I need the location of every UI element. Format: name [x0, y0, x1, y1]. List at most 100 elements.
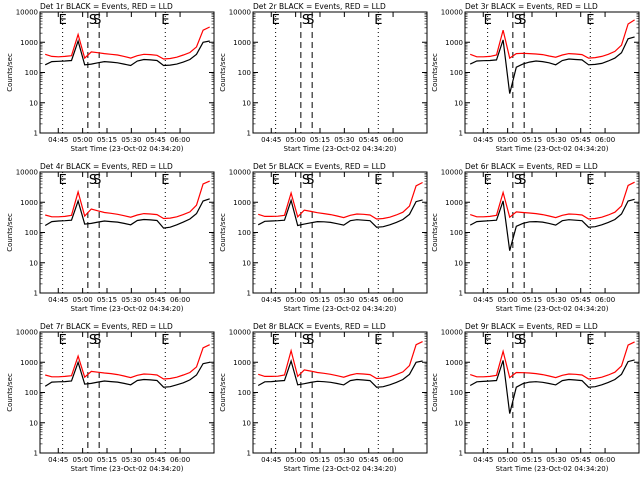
marker-label: E: [586, 13, 594, 28]
panel-1: Det 1r BLACK = Events, RED = LLD 1 10 100 10…: [6, 2, 215, 153]
x-axis-label: Start Time (23-Oct-02 04:34:20): [284, 145, 397, 153]
marker-label: S: [89, 173, 97, 188]
panel-5: Det 5r BLACK = Events, RED = LLD 1 10 100 10…: [219, 162, 428, 313]
x-tick-label: 05:30: [546, 296, 566, 304]
y-tick-label: 1: [459, 290, 463, 298]
series-events-line: [469, 198, 635, 251]
series-lld-line: [45, 180, 210, 220]
x-tick-label: 05:45: [571, 456, 591, 464]
x-tick-label: 05:30: [334, 296, 354, 304]
marker-label: E: [161, 13, 169, 28]
series-lld-line: [470, 341, 635, 380]
y-tick-label: 10000: [441, 169, 463, 177]
y-tick-label: 10000: [16, 9, 38, 17]
x-tick-label: 05:45: [571, 296, 591, 304]
y-tick-label: 1000: [233, 199, 251, 207]
series-lld-line: [258, 341, 423, 380]
panel-9: Det 9r BLACK = Events, RED = LLD 1 10 100 10…: [431, 322, 640, 473]
y-tick-label: 10: [454, 259, 463, 267]
x-tick-label: 06:00: [595, 456, 615, 464]
marker-label: E: [272, 13, 280, 28]
x-tick-label: 05:30: [334, 136, 354, 144]
x-tick-label: 04:45: [48, 456, 68, 464]
x-tick-label: 05:00: [286, 296, 306, 304]
x-tick-label: 05:15: [97, 296, 117, 304]
marker-label: S: [89, 13, 97, 28]
marker-label: S: [306, 173, 314, 188]
x-axis-label: Start Time (23-Oct-02 04:34:20): [284, 465, 397, 473]
x-tick-label: 05:15: [310, 296, 330, 304]
marker-label: S: [93, 13, 101, 28]
x-tick-label: 05:00: [498, 456, 518, 464]
y-tick-label: 100: [450, 69, 463, 77]
plot-frame: [252, 331, 428, 454]
panel-title: Det 5r BLACK = Events, RED = LLD: [253, 162, 386, 171]
marker-label: S: [514, 173, 522, 188]
y-tick-label: 10: [454, 419, 463, 427]
y-tick-label: 1: [247, 130, 251, 138]
x-axis-label: Start Time (23-Oct-02 04:34:20): [71, 305, 184, 313]
y-tick-label: 1000: [445, 359, 463, 367]
x-tick-label: 05:30: [546, 136, 566, 144]
x-tick-label: 04:45: [473, 456, 493, 464]
y-tick-label: 100: [450, 389, 463, 397]
y-tick-label: 1: [459, 130, 463, 138]
series-events-line: [44, 38, 210, 67]
marker-label: E: [272, 333, 280, 348]
y-tick-label: 1000: [20, 199, 38, 207]
y-tick-label: 1: [34, 290, 38, 298]
x-tick-label: 05:45: [359, 296, 379, 304]
y-tick-label: 10000: [441, 329, 463, 337]
y-tick-label: 10: [454, 99, 463, 107]
x-axis-label: Start Time (23-Oct-02 04:34:20): [496, 465, 609, 473]
y-axis-label: Counts/sec: [431, 213, 439, 252]
y-tick-label: 10: [242, 419, 251, 427]
y-tick-label: 1: [459, 450, 463, 458]
plot-frame: [252, 171, 428, 294]
x-tick-label: 05:45: [359, 456, 379, 464]
marker-label: S: [89, 333, 97, 348]
marker-label: S: [302, 173, 310, 188]
y-tick-label: 100: [25, 389, 38, 397]
y-tick-label: 100: [238, 389, 251, 397]
x-tick-label: 05:30: [121, 136, 141, 144]
marker-label: E: [484, 173, 492, 188]
series-events-line: [257, 358, 423, 388]
x-tick-label: 05:15: [97, 136, 117, 144]
series-lld-line: [469, 19, 635, 60]
marker-label: S: [93, 333, 101, 348]
x-tick-label: 04:45: [261, 136, 281, 144]
plot-frame: [39, 331, 215, 454]
x-tick-label: 06:00: [170, 296, 190, 304]
x-tick-label: 05:00: [73, 296, 93, 304]
x-tick-label: 04:45: [261, 456, 281, 464]
panel-4: Det 4r BLACK = Events, RED = LLD 1 10 100 10…: [6, 162, 215, 313]
series-lld-line: [258, 181, 423, 220]
x-tick-label: 05:00: [498, 296, 518, 304]
plot-frame: [39, 11, 215, 134]
y-axis-label: Counts/sec: [219, 373, 227, 412]
y-tick-label: 1000: [20, 39, 38, 47]
marker-label: E: [484, 333, 492, 348]
y-axis-label: Counts/sec: [219, 53, 227, 92]
plot-frame: [39, 171, 215, 294]
x-tick-label: 06:00: [595, 136, 615, 144]
panel-8: Det 8r BLACK = Events, RED = LLD 1 10 100 10…: [219, 322, 428, 473]
x-tick-label: 06:00: [383, 296, 403, 304]
x-tick-label: 05:30: [121, 456, 141, 464]
marker-label: S: [518, 173, 526, 188]
x-tick-label: 06:00: [595, 296, 615, 304]
marker-label: E: [484, 13, 492, 28]
x-tick-label: 05:15: [97, 456, 117, 464]
y-tick-label: 10: [29, 419, 38, 427]
plot-frame: [252, 11, 428, 134]
x-tick-label: 05:15: [522, 296, 542, 304]
y-tick-label: 1000: [233, 359, 251, 367]
panel-title: Det 8r BLACK = Events, RED = LLD: [253, 322, 386, 331]
panel-title: Det 7r BLACK = Events, RED = LLD: [40, 322, 173, 331]
panel-title: Det 3r BLACK = Events, RED = LLD: [465, 2, 598, 11]
marker-label: S: [514, 13, 522, 28]
series-lld-line: [45, 344, 210, 380]
panel-title: Det 9r BLACK = Events, RED = LLD: [465, 322, 598, 331]
x-tick-label: 05:45: [146, 136, 166, 144]
